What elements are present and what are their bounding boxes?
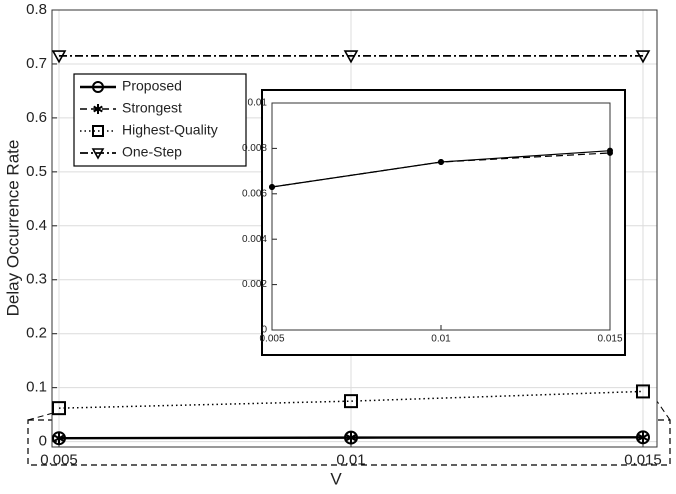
legend-marker	[92, 81, 104, 93]
y-tick-label: 0	[39, 433, 47, 450]
marker	[635, 50, 651, 64]
marker	[637, 431, 649, 444]
plot-frame	[271, 102, 611, 331]
y-tick-label: 0.006	[242, 188, 267, 199]
legend-label: Highest-Quality	[122, 122, 218, 138]
y-tick-label: 0.4	[26, 217, 47, 234]
y-tick-label: 0.1	[26, 379, 47, 396]
y-tick-label: 0.3	[26, 271, 47, 288]
plot-area	[272, 103, 610, 330]
marker	[53, 432, 65, 445]
x-tick-label: 0.01	[431, 334, 451, 345]
y-tick-label: 0.002	[242, 279, 267, 290]
legend-marker	[91, 148, 105, 160]
marker	[438, 159, 444, 166]
x-tick-label: 0.005	[40, 451, 78, 468]
marker	[343, 50, 359, 64]
y-tick-label: 0.008	[242, 143, 267, 154]
marker	[343, 394, 358, 409]
x-axis-label: V	[330, 469, 342, 488]
legend-label: Proposed	[122, 78, 182, 94]
legend-label: Strongest	[122, 100, 182, 116]
y-tick-label: 0.7	[26, 55, 47, 72]
x-tick-label: 0.01	[336, 451, 365, 468]
marker	[51, 50, 67, 64]
y-tick-label: 0.5	[26, 163, 47, 180]
y-tick-label: 0.2	[26, 325, 47, 342]
legend-marker	[93, 104, 103, 114]
marker	[269, 183, 275, 190]
y-tick-label: 0.01	[248, 98, 268, 109]
legend-label: One-Step	[122, 144, 182, 160]
marker	[607, 149, 613, 156]
x-tick-label: 0.005	[259, 334, 284, 345]
y-tick-label: 0.6	[26, 109, 47, 126]
y-tick-label: 0.8	[26, 1, 47, 18]
y-axis-label: Delay Occurrence Rate	[3, 140, 22, 317]
series-line	[58, 390, 644, 409]
plot-frame	[51, 9, 658, 448]
marker	[345, 431, 357, 444]
x-tick-label: 0.015	[624, 451, 662, 468]
x-tick-label: 0.015	[597, 334, 622, 345]
marker	[52, 401, 67, 416]
legend-marker	[92, 125, 104, 137]
y-tick-label: 0	[261, 325, 267, 336]
marker	[635, 384, 650, 399]
y-tick-label: 0.004	[242, 234, 267, 245]
